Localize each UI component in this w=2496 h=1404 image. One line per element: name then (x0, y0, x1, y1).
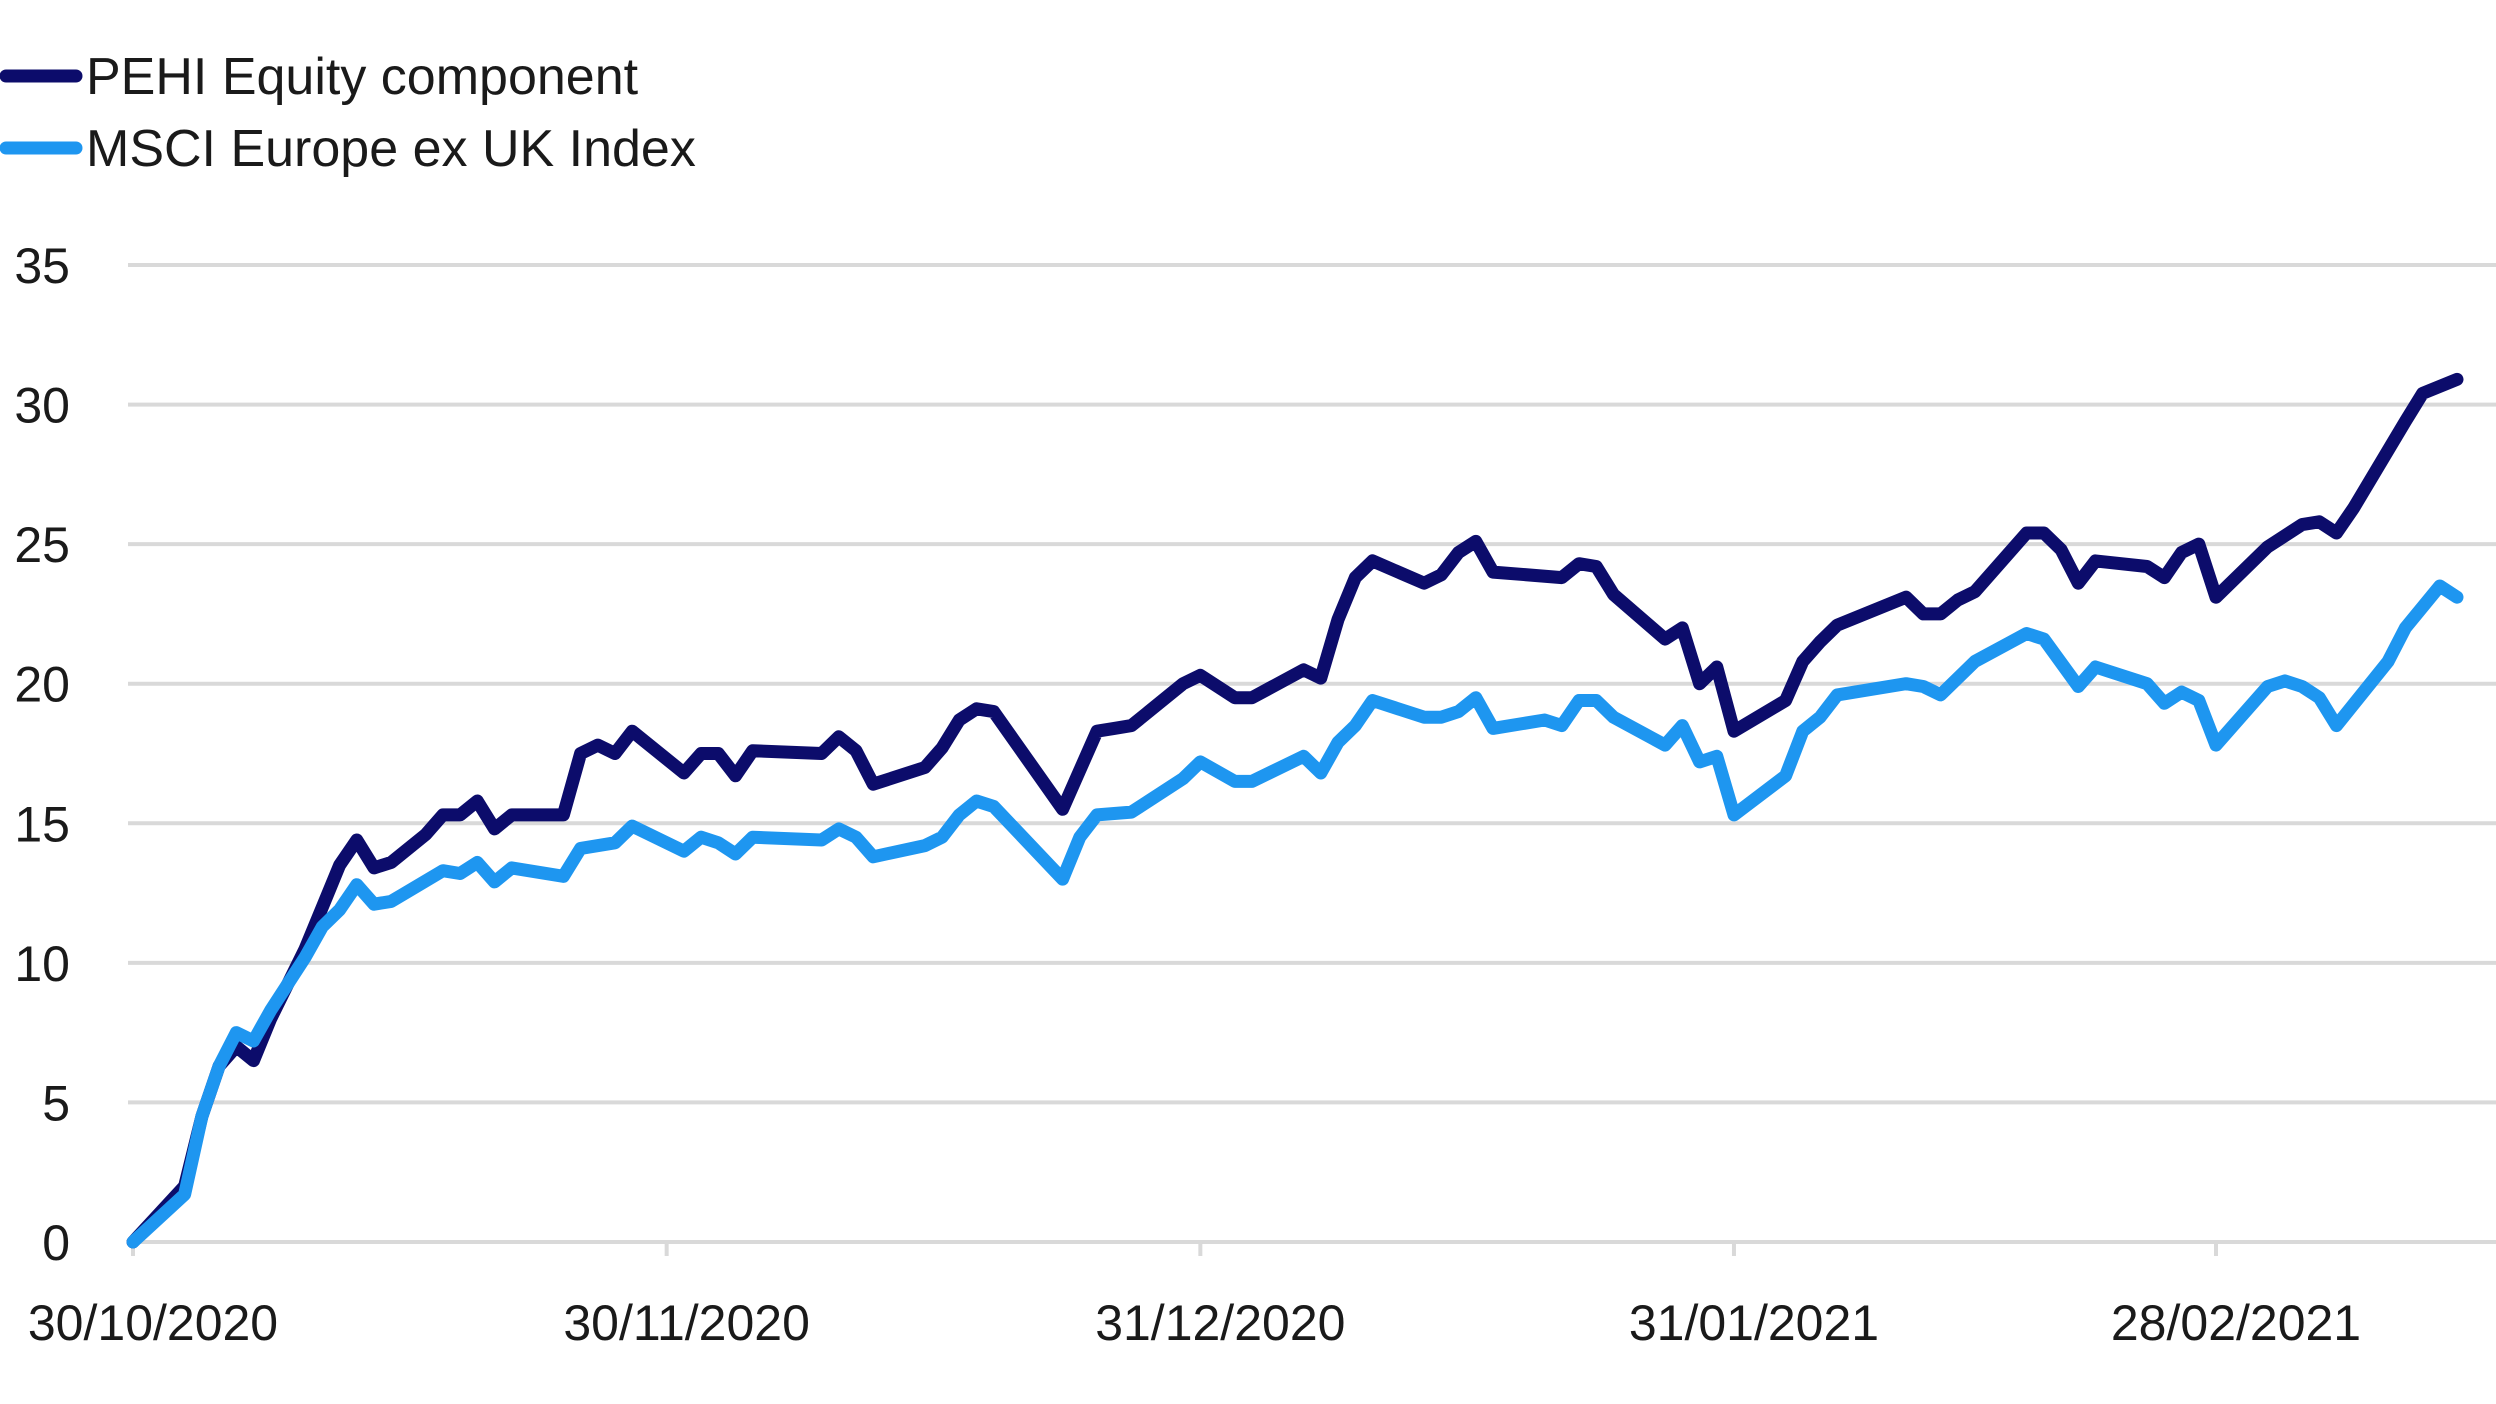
x-axis: 30/10/2020 30/11/2020 31/12/2020 31/01/2021… (28, 1240, 2496, 1351)
y-tick-label: 5 (42, 1075, 70, 1131)
y-tick-label: 30 (14, 378, 70, 434)
chart-legend: PEHI Equity component MSCI Europe ex UK I… (0, 48, 696, 178)
gridlines (128, 263, 2496, 1105)
x-tick-label: 28/02/2021 (2111, 1295, 2361, 1351)
y-tick-label: 25 (14, 517, 70, 573)
series-lines (126, 372, 2464, 1249)
y-tick-label: 20 (14, 657, 70, 713)
x-tick-label: 31/01/2021 (1629, 1295, 1879, 1351)
y-axis: 0 5 10 15 20 25 30 35 (14, 238, 70, 1271)
series-line-2 (126, 579, 2464, 1249)
x-tick-label: 30/10/2020 (28, 1295, 278, 1351)
x-tick-label: 30/11/2020 (563, 1295, 810, 1351)
legend-label: PEHI Equity component (86, 48, 639, 106)
y-tick-label: 35 (14, 238, 70, 294)
x-tick-label: 31/12/2020 (1095, 1295, 1345, 1351)
y-tick-label: 10 (14, 936, 70, 992)
y-tick-label: 0 (42, 1215, 70, 1271)
legend-label: MSCI Europe ex UK Index (86, 120, 696, 178)
y-tick-label: 15 (14, 796, 70, 852)
series-line-1 (126, 372, 2464, 1249)
